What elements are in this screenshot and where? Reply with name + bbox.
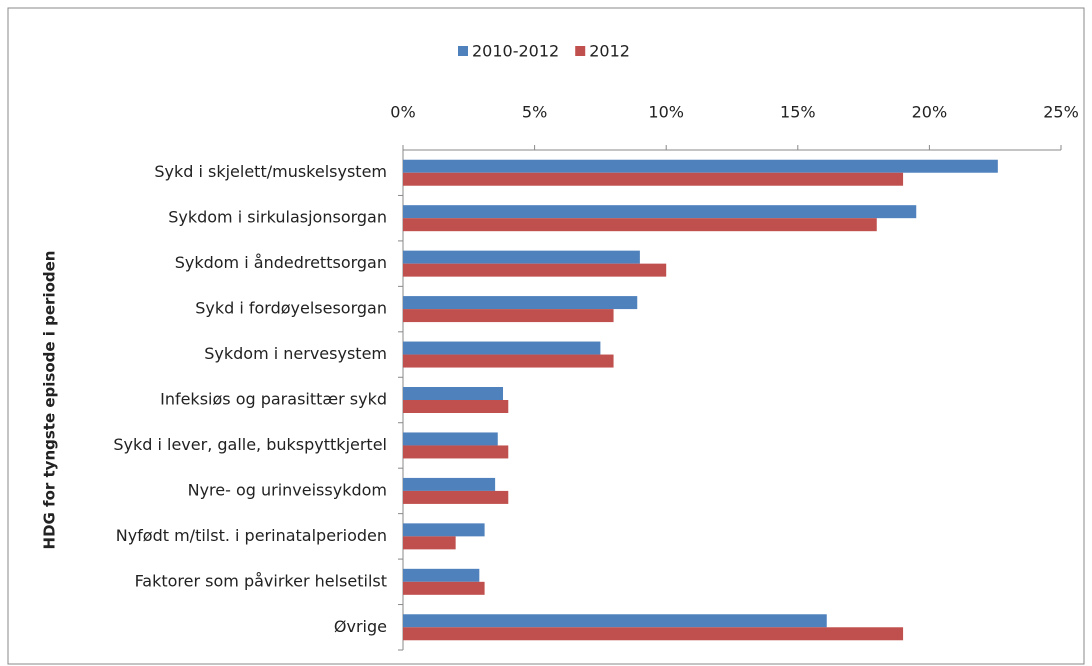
bar [403, 341, 601, 355]
y-tick-label: Nyfødt m/tilst. i perinatalperioden [116, 526, 387, 545]
x-tick-label: 25% [1043, 103, 1079, 122]
y-tick-label: Sykd i lever, galle, bukspyttkjertel [113, 435, 387, 454]
bar [403, 250, 640, 264]
x-tick-label: 20% [912, 103, 948, 122]
bar [403, 218, 877, 232]
bar [403, 172, 904, 186]
bar [403, 568, 480, 582]
bar [403, 159, 998, 173]
bar [403, 614, 827, 628]
bar [403, 296, 638, 310]
bar [403, 490, 509, 504]
bar [403, 309, 614, 323]
bar [403, 477, 496, 491]
bar [403, 523, 485, 537]
y-tick-label: Infeksiøs og parasittær sykd [160, 390, 387, 409]
x-tick-label: 10% [648, 103, 684, 122]
y-tick-label: Sykdom i åndedrettsorgan [175, 253, 387, 272]
bar [403, 205, 917, 219]
x-tick-label: 15% [780, 103, 816, 122]
legend-swatch [575, 46, 586, 56]
y-tick-label: Øvrige [334, 617, 387, 636]
y-tick-label: Sykd i fordøyelsesorgan [195, 299, 387, 318]
y-tick-label: Sykdom i sirkulasjonsorgan [168, 208, 387, 227]
bar [403, 627, 904, 641]
y-tick-label: Faktorer som påvirker helsetilst [135, 571, 387, 590]
bar [403, 263, 667, 277]
y-tick-label: Sykdom i nervesystem [204, 344, 387, 363]
legend-label: 2010-2012 [472, 42, 559, 61]
y-axis-label: HDG for tyngste episode i perioden [41, 251, 59, 550]
bar [403, 536, 456, 550]
bar [403, 432, 498, 446]
bar [403, 354, 614, 368]
bar [403, 445, 509, 459]
y-tick-label: Sykd i skjelett/muskelsystem [154, 162, 387, 181]
x-tick-label: 0% [390, 103, 415, 122]
bar [403, 400, 509, 413]
bar [403, 387, 504, 400]
y-tick-label: Nyre- og urinveissykdom [188, 480, 387, 499]
legend-swatch [458, 46, 468, 56]
legend-label: 2012 [589, 42, 630, 61]
x-tick-label: 5% [522, 103, 547, 122]
chart-border [7, 7, 1085, 665]
bar [403, 581, 485, 595]
